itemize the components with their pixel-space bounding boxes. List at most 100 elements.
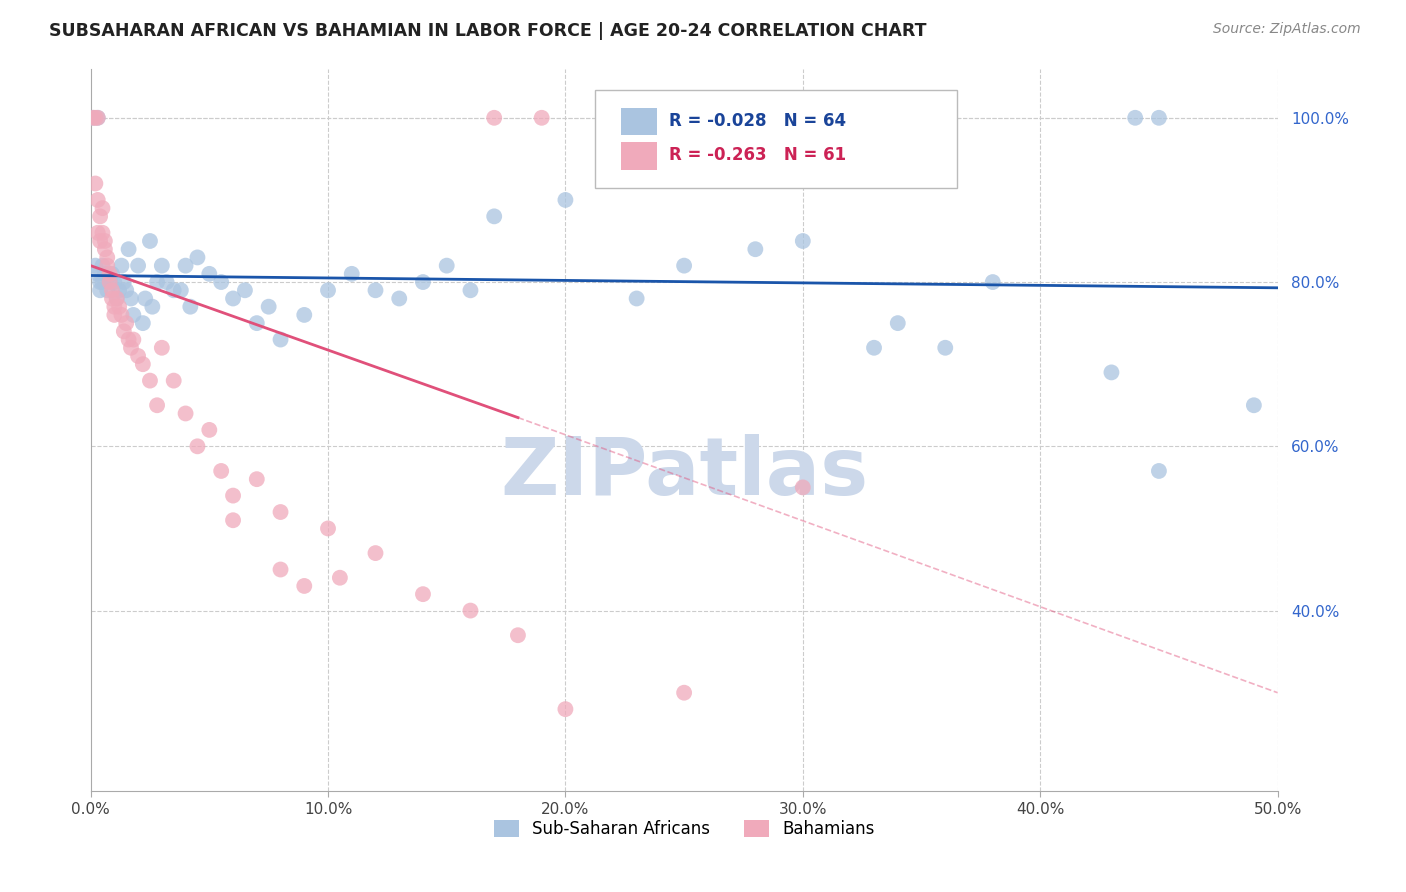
Point [139,234,162,248]
Point [110,259,132,273]
Point [132,357,155,371]
Point [186,251,208,265]
FancyBboxPatch shape [621,142,657,169]
Point [174,407,197,421]
Point [233,283,256,297]
Point [127,349,149,363]
Point [150,259,173,273]
Point [134,292,156,306]
Point [436,259,458,273]
Point [98,267,121,281]
Point [163,374,186,388]
Point [115,283,138,297]
Point [94,267,117,281]
Point [179,300,201,314]
Point [87,111,110,125]
Point [412,275,434,289]
Point [257,300,280,314]
Point [87,111,110,125]
Point [155,275,177,289]
Point [981,275,1004,289]
FancyBboxPatch shape [621,108,657,135]
Point [863,341,886,355]
Point [103,275,125,289]
Point [89,234,111,248]
Point [117,333,139,347]
Point [554,193,576,207]
Point [792,480,814,494]
Point [209,464,232,478]
Point [82,111,104,125]
Text: SUBSAHARAN AFRICAN VS BAHAMIAN IN LABOR FORCE | AGE 20-24 CORRELATION CHART: SUBSAHARAN AFRICAN VS BAHAMIAN IN LABOR … [49,22,927,40]
Point [127,259,149,273]
Point [91,275,114,289]
Point [101,283,124,297]
Point [89,283,111,297]
Point [270,562,292,576]
Point [222,489,245,503]
Point [744,242,766,256]
Point [89,210,111,224]
Point [482,111,505,125]
Point [146,275,169,289]
Point [222,513,245,527]
Point [87,193,110,207]
Point [198,267,221,281]
Point [270,505,292,519]
Point [98,275,121,289]
Point [602,111,624,125]
Point [98,275,121,289]
Point [412,587,434,601]
Point [120,292,142,306]
Point [174,259,197,273]
Point [132,316,155,330]
Point [87,267,110,281]
Point [1101,365,1123,379]
Point [554,702,576,716]
Point [1147,464,1170,478]
Point [96,283,118,297]
Point [87,226,110,240]
Point [91,259,114,273]
Text: R = -0.028   N = 64: R = -0.028 N = 64 [669,112,846,129]
Point [673,259,696,273]
Point [170,283,193,297]
Point [673,686,696,700]
Point [122,333,145,347]
Point [934,341,956,355]
Point [108,283,131,297]
Text: R = -0.263   N = 61: R = -0.263 N = 61 [669,146,846,164]
Point [460,604,482,618]
Point [120,341,142,355]
Point [115,316,138,330]
Point [246,316,269,330]
Point [82,111,104,125]
Point [163,283,186,297]
Point [91,201,114,215]
Point [150,341,173,355]
Point [316,283,339,297]
Point [96,251,118,265]
Point [887,316,910,330]
Point [329,571,352,585]
Point [292,308,315,322]
Point [340,267,363,281]
Point [792,234,814,248]
Text: ZIPatlas: ZIPatlas [501,434,869,512]
Point [89,275,111,289]
Point [101,292,124,306]
Point [1123,111,1146,125]
Point [112,324,135,338]
Point [209,275,232,289]
Point [270,333,292,347]
Point [105,292,128,306]
Point [482,210,505,224]
Point [139,374,162,388]
Point [292,579,315,593]
Point [1147,111,1170,125]
Text: Source: ZipAtlas.com: Source: ZipAtlas.com [1213,22,1361,37]
Point [101,267,124,281]
Point [96,259,118,273]
Point [84,177,107,191]
Point [122,308,145,322]
